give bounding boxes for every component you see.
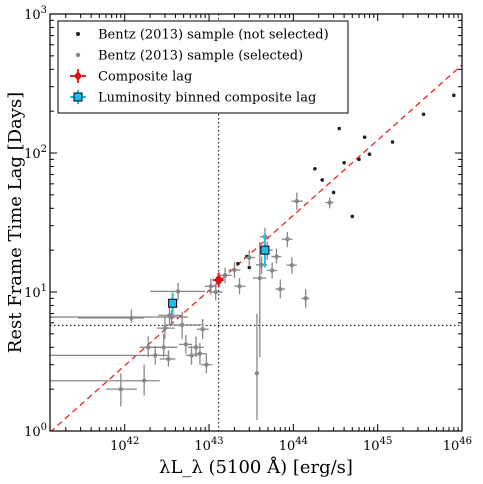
point-selected xyxy=(189,353,194,358)
x-tick-label-exp: 46 xyxy=(459,436,472,447)
y-tick-label-exp: 0 xyxy=(41,422,47,433)
legend-entry: Bentz (2013) sample (not selected) xyxy=(76,28,329,43)
point-selected xyxy=(146,345,151,350)
legend-entry: Bentz (2013) sample (selected) xyxy=(75,49,303,64)
y-axis-title: Rest Frame Time Lag [Days] xyxy=(5,92,26,353)
point-selected xyxy=(141,378,147,383)
legend-marker-binned xyxy=(73,92,83,102)
fit-line xyxy=(50,64,462,431)
point-selected xyxy=(303,296,308,301)
point-selected xyxy=(193,345,199,350)
y-tick-label: 103 xyxy=(24,5,47,23)
legend-marker-composite xyxy=(74,71,82,81)
x-tick-label-base: 10 xyxy=(443,439,460,454)
point-not-selected xyxy=(357,157,361,162)
y-tick-label-base: 10 xyxy=(24,147,41,162)
point-not-selected xyxy=(342,161,346,165)
point-selected xyxy=(232,267,237,273)
point-selected xyxy=(237,284,242,289)
legend-label: Bentz (2013) sample (not selected) xyxy=(98,28,329,43)
point-selected xyxy=(175,289,181,294)
point-not-selected xyxy=(390,140,395,144)
point-selected xyxy=(222,273,228,278)
legend-marker-not-selected xyxy=(76,32,80,36)
point-not-selected xyxy=(350,214,355,219)
x-tick-label-exp: 42 xyxy=(127,436,140,447)
point-not-selected xyxy=(331,190,336,195)
y-tick-label-exp: 3 xyxy=(41,5,47,16)
y-tick-label: 100 xyxy=(24,422,47,440)
point-selected xyxy=(294,199,300,204)
point-selected xyxy=(274,254,279,259)
legend-label: Composite lag xyxy=(98,70,192,85)
point-selected xyxy=(183,342,188,347)
point-selected xyxy=(118,386,124,392)
point-selected xyxy=(213,289,218,295)
points-layer xyxy=(50,93,456,420)
point-not-selected xyxy=(337,126,342,131)
point-selected xyxy=(257,275,263,281)
point-selected xyxy=(254,371,260,376)
x-tick-label-exp: 43 xyxy=(211,436,224,447)
y-tick-label-exp: 2 xyxy=(41,144,47,155)
point-selected xyxy=(166,356,171,362)
point-selected xyxy=(153,353,158,358)
x-tick-label-base: 10 xyxy=(110,439,127,454)
point-not-selected xyxy=(236,261,240,266)
point-selected xyxy=(269,268,275,273)
y-tick-label: 101 xyxy=(24,283,47,301)
point-selected xyxy=(247,255,252,260)
x-tick-label: 1044 xyxy=(279,436,308,454)
point-selected xyxy=(169,314,174,320)
point-selected xyxy=(289,262,295,268)
legend: Bentz (2013) sample (not selected) Bentz … xyxy=(57,20,349,114)
fit-layer xyxy=(50,64,462,431)
y-tick-label: 102 xyxy=(24,144,47,162)
x-tick-label: 1042 xyxy=(110,436,139,454)
legend-box xyxy=(57,20,349,114)
x-tick-label-base: 10 xyxy=(279,439,296,454)
point-not-selected xyxy=(421,112,426,117)
y-tick-label-base: 10 xyxy=(24,425,41,440)
point-selected xyxy=(179,322,185,328)
legend-label: Luminosity binned composite lag xyxy=(98,91,316,106)
y-tick-label-base: 10 xyxy=(24,286,41,301)
binned-lag-marker xyxy=(168,298,178,308)
x-tick-label-exp: 44 xyxy=(295,436,308,447)
x-tick-label-exp: 45 xyxy=(380,436,393,447)
binned-lag-marker xyxy=(260,245,270,255)
point-not-selected xyxy=(367,152,372,157)
x-tick-label: 1046 xyxy=(443,436,472,454)
point-selected xyxy=(204,362,209,367)
x-tick-label-base: 10 xyxy=(363,439,380,454)
point-not-selected xyxy=(452,93,456,98)
point-not-selected xyxy=(247,265,252,270)
x-tick-label-base: 10 xyxy=(194,439,211,454)
point-not-selected xyxy=(313,166,317,171)
y-tick-label-base: 10 xyxy=(24,8,41,23)
plot-frame xyxy=(49,13,463,432)
point-selected xyxy=(285,236,290,242)
point-selected xyxy=(278,286,283,292)
point-selected xyxy=(327,200,332,205)
point-selected xyxy=(197,351,203,356)
x-tick-label: 1043 xyxy=(194,436,223,454)
legend-marker-selected xyxy=(75,52,81,58)
point-selected xyxy=(208,284,214,289)
point-not-selected xyxy=(362,135,367,139)
point-selected xyxy=(200,326,205,332)
point-selected xyxy=(162,325,168,331)
point-selected xyxy=(259,262,264,267)
x-axis-title: λL_λ (5100 Å) [erg/s] xyxy=(159,456,353,478)
legend-label: Bentz (2013) sample (selected) xyxy=(98,49,303,64)
x-tick-label: 1045 xyxy=(363,436,392,454)
legend-entry: Luminosity binned composite lag xyxy=(70,90,316,106)
composite-lag-marker xyxy=(214,274,224,286)
point-not-selected xyxy=(320,178,325,182)
y-tick-label-exp: 1 xyxy=(41,283,47,294)
point-selected xyxy=(161,345,166,350)
legend-entry: Composite lag xyxy=(70,69,192,85)
